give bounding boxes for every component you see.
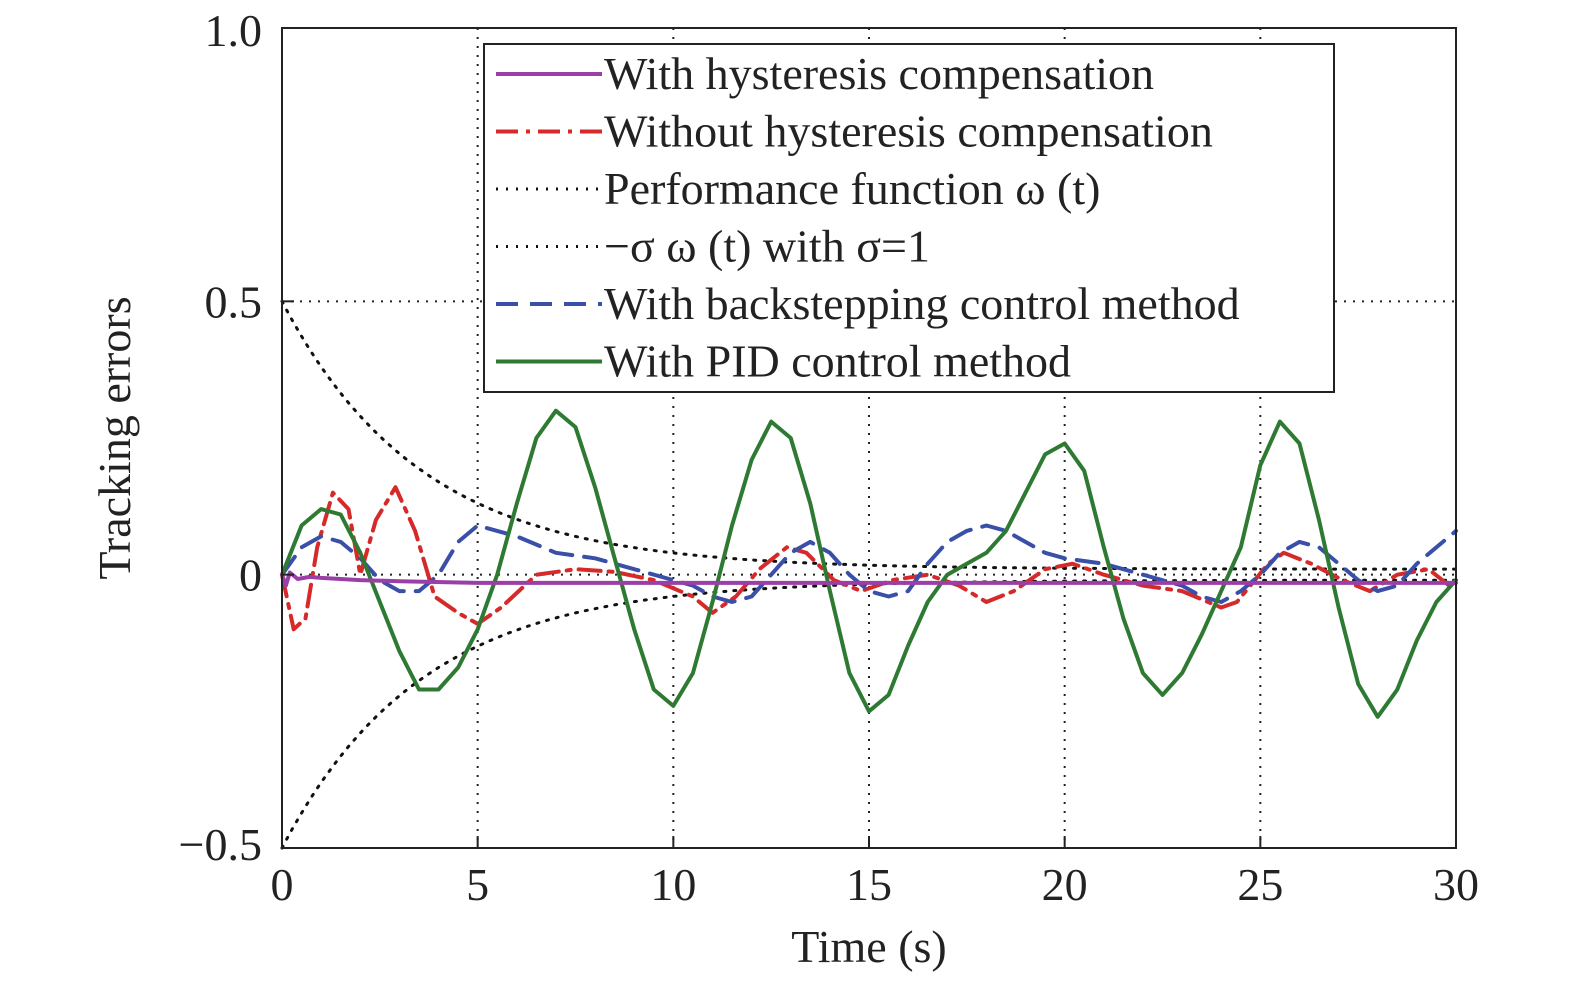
legend-label: Without hysteresis compensation — [604, 106, 1213, 157]
y-tick-label: 0 — [239, 550, 262, 601]
x-tick-label: 30 — [1433, 859, 1479, 910]
x-tick-label: 15 — [846, 859, 892, 910]
x-tick-label: 0 — [271, 859, 294, 910]
x-axis-label: Time (s) — [791, 921, 947, 972]
x-tick-label: 5 — [466, 859, 489, 910]
series-line-5 — [280, 408, 1458, 719]
y-tick-label: −0.5 — [179, 819, 262, 870]
legend-label: With backstepping control method — [604, 278, 1240, 329]
y-tick-label: 0.5 — [205, 276, 263, 327]
y-axis-label: Tracking errors — [89, 296, 140, 579]
legend-box — [483, 43, 1335, 393]
legend-label: With PID control method — [604, 336, 1071, 387]
legend-label: Performance function ω (t) — [604, 163, 1100, 214]
legend: With hysteresis compensation Without hyst… — [483, 43, 1335, 393]
x-tick-label: 10 — [650, 859, 696, 910]
y-tick-label: 1.0 — [205, 5, 263, 56]
legend-label: −σ ω (t) with σ=1 — [604, 221, 930, 272]
tick-layer: 0 5 10 15 20 25 30−0.500.51.0 — [179, 5, 1479, 910]
x-tick-label: 25 — [1237, 859, 1283, 910]
x-tick-label: 20 — [1042, 859, 1088, 910]
legend-label: With hysteresis compensation — [604, 48, 1154, 99]
series-line-4 — [280, 523, 1458, 604]
